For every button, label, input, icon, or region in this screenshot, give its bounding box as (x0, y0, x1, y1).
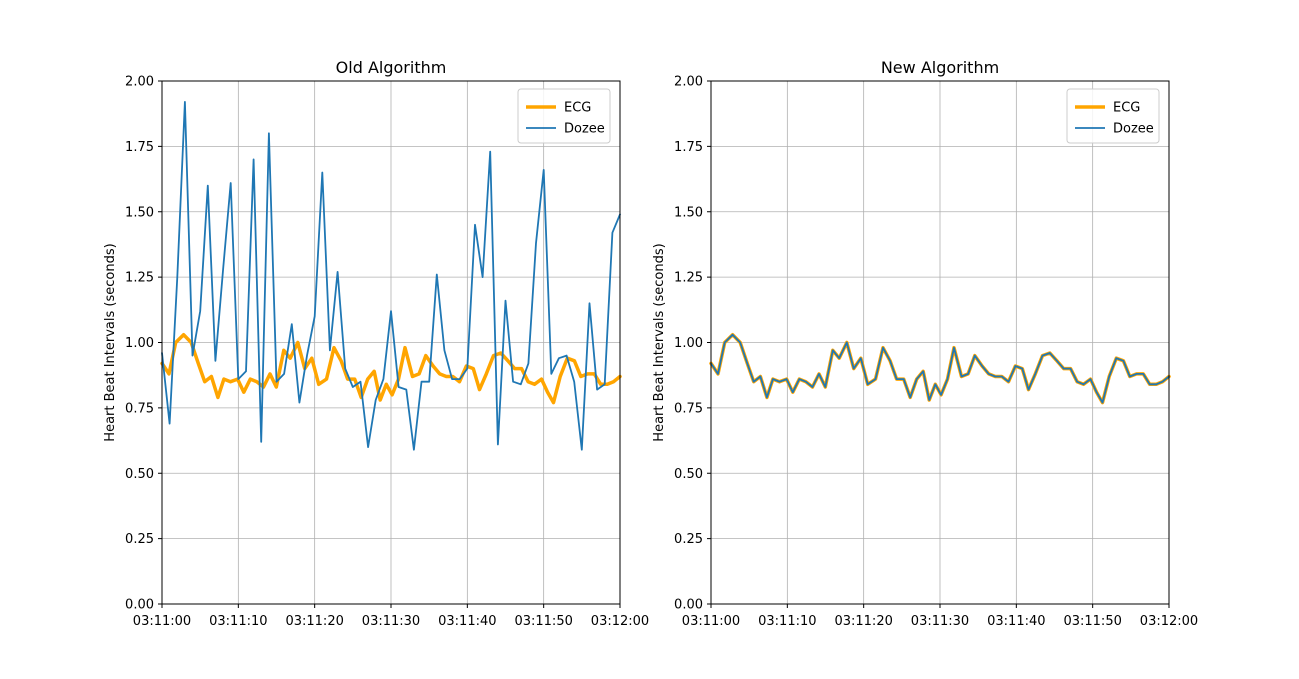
x-tick-label: 03:11:20 (834, 614, 892, 629)
series-line-dozee (710, 333, 1170, 404)
x-tick-label: 03:12:00 (1140, 614, 1198, 629)
y-axis-label: Heart Beat Intervals (seconds) (652, 243, 667, 441)
chart-panel-2: 03:11:00 03:11:10 03:11:20 03:11:30 03:11:40… (652, 58, 1198, 629)
series-line-dozee (161, 101, 621, 451)
y-tick-label: 1.50 (674, 205, 703, 220)
y-tick-label: 0.50 (125, 467, 154, 482)
y-tick-label: 1.50 (125, 205, 154, 220)
y-tick-label: 0.75 (674, 401, 703, 416)
legend-label-dozee: Dozee (1113, 122, 1154, 137)
y-tick-label: 1.00 (125, 336, 154, 351)
x-tick-label: 03:11:10 (209, 614, 267, 629)
x-tick-label: 03:11:40 (438, 614, 496, 629)
chart-title: New Algorithm (881, 58, 999, 77)
legend-box (1066, 88, 1160, 144)
y-tick-label: 0.25 (674, 532, 703, 547)
x-tick-label: 03:12:00 (591, 614, 649, 629)
y-tick-label: 2.00 (125, 75, 154, 90)
series-line-ecg (160, 332, 622, 405)
x-tick-label: 03:11:10 (758, 614, 816, 629)
y-tick-label: 0.50 (674, 467, 703, 482)
legend-label-ecg: ECG (564, 101, 591, 116)
y-tick-label: 1.75 (125, 140, 154, 155)
legend-box (517, 88, 611, 144)
legend: ECG Dozee (1066, 88, 1160, 144)
x-tick-label: 03:11:50 (1063, 614, 1121, 629)
x-tick-label: 03:11:50 (514, 614, 572, 629)
plot-frame (161, 80, 621, 605)
y-tick-label: 1.75 (674, 140, 703, 155)
y-tick-label: 0.00 (125, 598, 154, 613)
y-axis-label: Heart Beat Intervals (seconds) (103, 243, 118, 441)
y-tick-label: 1.25 (125, 271, 154, 286)
y-tick-label: 0.25 (125, 532, 154, 547)
y-tick-label: 0.75 (125, 401, 154, 416)
legend: ECG Dozee (517, 88, 611, 144)
x-tick-label: 03:11:00 (682, 614, 740, 629)
chart-title: Old Algorithm (336, 58, 447, 77)
x-tick-label: 03:11:00 (133, 614, 191, 629)
legend-label-dozee: Dozee (564, 122, 605, 137)
plot-frame (710, 80, 1170, 605)
x-tick-label: 03:11:20 (285, 614, 343, 629)
y-tick-label: 1.25 (674, 271, 703, 286)
y-tick-label: 1.00 (674, 336, 703, 351)
legend-label-ecg: ECG (1113, 101, 1140, 116)
x-tick-label: 03:11:30 (911, 614, 969, 629)
x-tick-label: 03:11:40 (987, 614, 1045, 629)
y-tick-label: 2.00 (674, 75, 703, 90)
y-tick-label: 0.00 (674, 598, 703, 613)
x-tick-label: 03:11:30 (362, 614, 420, 629)
chart-panel-1: 03:11:00 03:11:10 03:11:20 03:11:30 03:11:40… (103, 58, 649, 629)
